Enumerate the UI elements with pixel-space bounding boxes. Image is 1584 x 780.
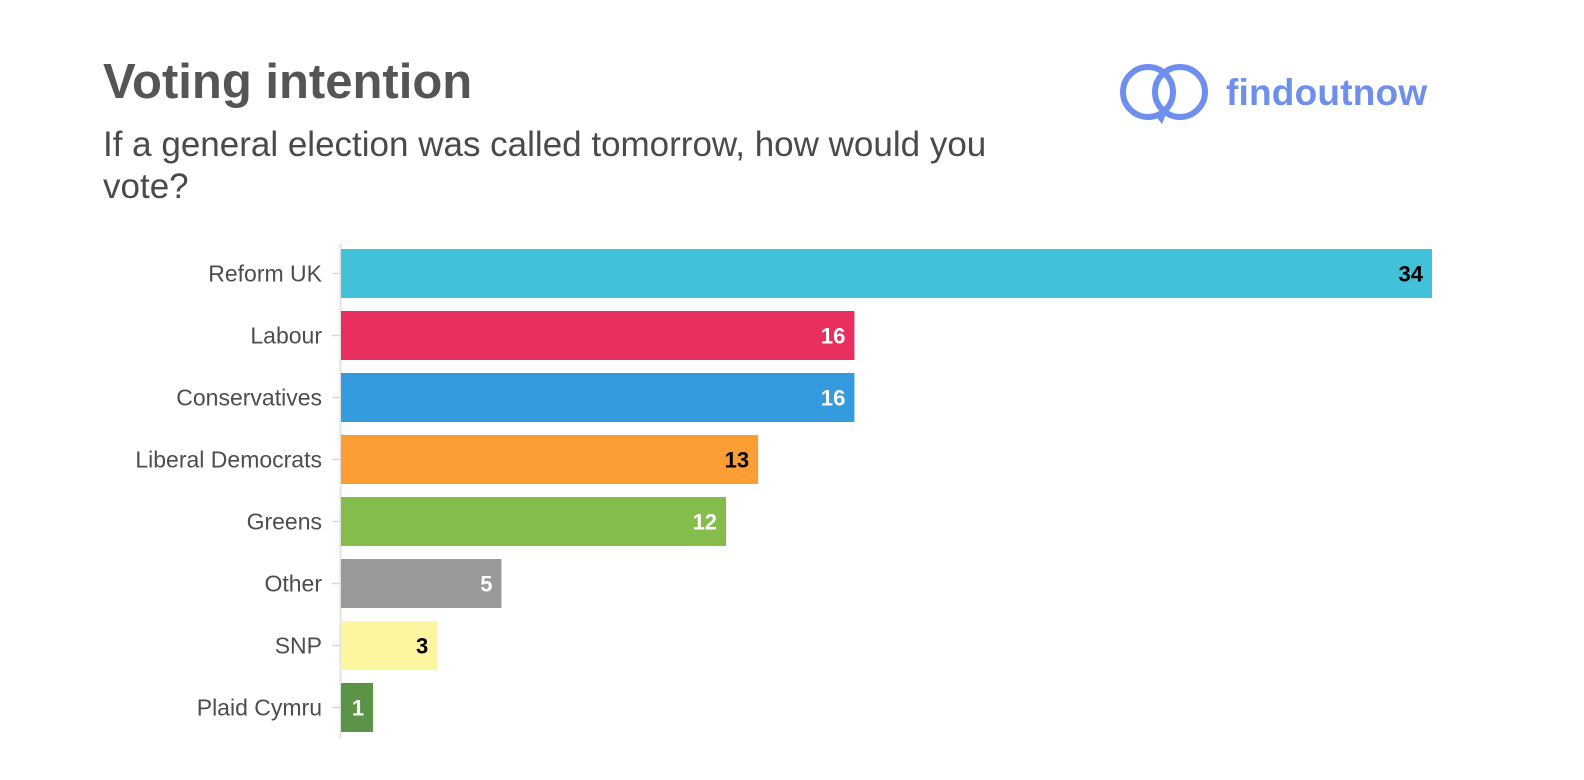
category-label: Liberal Democrats (135, 447, 322, 473)
bar (341, 435, 759, 484)
value-label: 16 (821, 324, 845, 349)
category-label: Conservatives (176, 385, 322, 411)
bar (341, 621, 438, 670)
bar (341, 249, 1432, 298)
value-label: 16 (821, 386, 845, 411)
value-label: 1 (352, 696, 364, 721)
category-label: Labour (250, 323, 322, 349)
logo-text: findoutnow (1226, 72, 1428, 113)
category-label: Reform UK (208, 261, 322, 287)
value-label: 5 (480, 572, 492, 597)
bar (341, 373, 855, 422)
value-label: 3 (416, 634, 428, 659)
category-label: Other (264, 571, 322, 597)
category-label: Plaid Cymru (197, 695, 322, 721)
value-label: 34 (1399, 262, 1424, 287)
value-label: 12 (693, 510, 717, 535)
bar (341, 311, 855, 360)
value-label: 13 (725, 448, 749, 473)
category-label: Greens (247, 509, 322, 535)
interlocking-speech-bubbles-icon (1120, 64, 1208, 124)
bar (341, 683, 374, 732)
bar (341, 559, 502, 608)
findoutnow-logo: findoutnow (1118, 60, 1427, 126)
chart-subtitle: If a general election was called tomorro… (103, 125, 987, 206)
chart-title: Voting intention (103, 55, 473, 109)
category-label: SNP (275, 633, 322, 659)
bar (341, 497, 727, 546)
